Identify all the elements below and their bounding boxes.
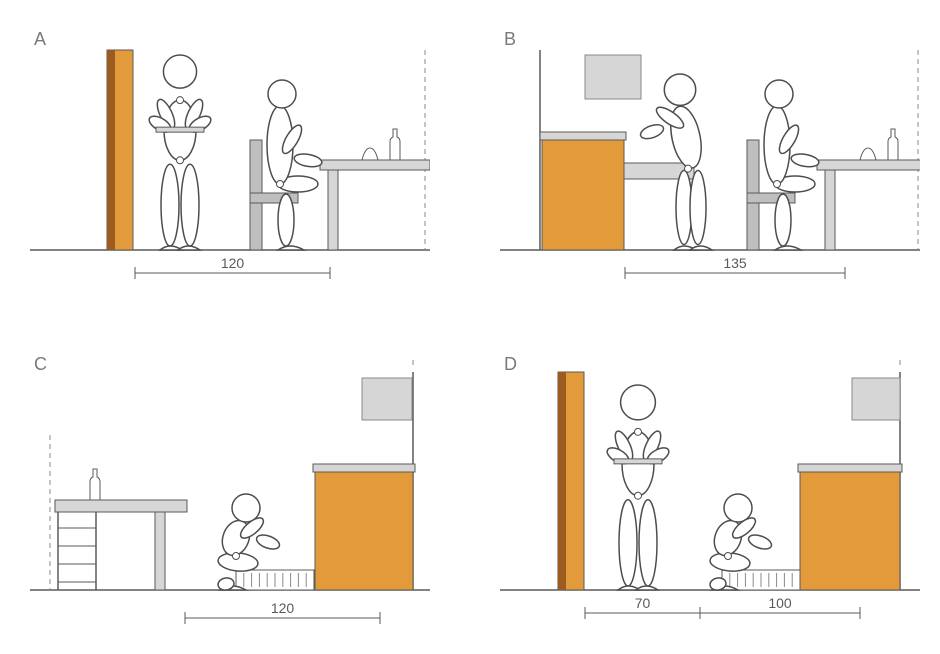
panel-c: C 120	[30, 350, 430, 635]
panel-b-svg	[500, 25, 920, 290]
panel-b-dim-0: 135	[715, 255, 755, 271]
panel-b-label: B	[504, 29, 516, 50]
panel-a-dim-0: 120	[213, 255, 253, 271]
panel-d-dim-1: 100	[760, 595, 800, 611]
panel-a-label: A	[34, 29, 46, 50]
panel-b: B 135	[500, 25, 920, 290]
panel-d-dim-0: 70	[623, 595, 663, 611]
panel-c-label: C	[34, 354, 47, 375]
panel-d-label: D	[504, 354, 517, 375]
panel-c-svg	[30, 350, 430, 635]
ergonomics-diagram: { "page": { "width": 940, "height": 654,…	[0, 0, 940, 654]
panel-d-svg	[500, 350, 920, 635]
panel-d: D 70 100	[500, 350, 920, 635]
panel-c-dim-0: 120	[263, 600, 303, 616]
panel-a-svg	[30, 25, 430, 290]
panel-a: A 120	[30, 25, 430, 290]
